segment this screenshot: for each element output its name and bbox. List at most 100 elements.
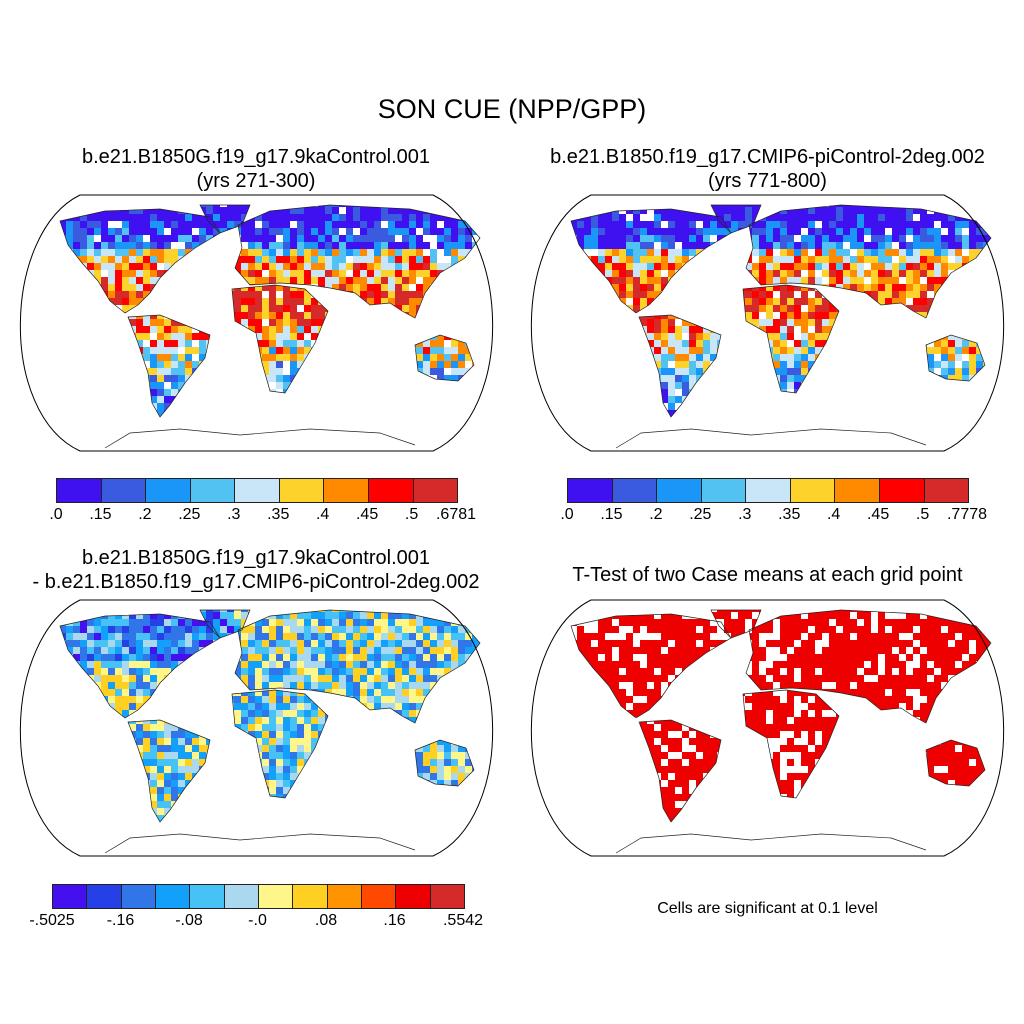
coastline-antarctica xyxy=(104,833,416,854)
colorbar-tick-label: -.16 xyxy=(106,912,135,929)
coastline-north-america xyxy=(59,208,221,314)
colorbar-swatch xyxy=(190,885,225,908)
colorbar-tick-label: .5542 xyxy=(442,912,484,929)
colorbar-swatch xyxy=(224,885,259,908)
map-panel-ttest xyxy=(530,599,1005,857)
colorbar-swatch xyxy=(327,885,362,908)
colorbar-tick-label: .25 xyxy=(178,506,201,523)
colorbar-swatch xyxy=(835,479,880,502)
colorbar-swatch xyxy=(57,479,102,502)
coastline-antarctica xyxy=(615,833,927,854)
colorbar-tick-label: .5 xyxy=(404,506,419,523)
grid-cells xyxy=(571,205,991,417)
colorbar-swatch xyxy=(430,885,464,908)
coastline-africa xyxy=(742,689,840,799)
coastline-north-america xyxy=(59,613,221,719)
colorbar-tick-label: .35 xyxy=(267,506,290,523)
panel-1-case: b.e21.B1850G.f19_g17.9kaControl.001 xyxy=(81,146,431,168)
colorbar-tick-label: .15 xyxy=(89,506,112,523)
coastline-australia xyxy=(414,739,475,787)
colorbar-tick-label: .4 xyxy=(315,506,330,523)
colorbar-swatch xyxy=(879,479,925,502)
colorbar-tick-label: .0 xyxy=(49,506,63,523)
colorbar-tick-label: .08 xyxy=(314,912,338,929)
coastline-greenland xyxy=(710,609,762,639)
colorbar-case2 xyxy=(567,478,969,503)
colorbar-swatch xyxy=(190,479,236,502)
colorbar-swatch xyxy=(924,479,969,502)
coastline-africa xyxy=(742,284,840,394)
coastline-eurasia xyxy=(745,609,992,724)
coastline-greenland xyxy=(199,609,251,639)
significance-note: Cells are significant at 0.1 level xyxy=(657,900,878,917)
coastline-antarctica xyxy=(104,428,416,449)
coastline-south-america xyxy=(127,719,211,823)
map-border xyxy=(530,194,1005,452)
colorbar-tick-label: .2 xyxy=(138,506,152,523)
panel-1-title: b.e21.B1850G.f19_g17.9kaControl.001 (yrs… xyxy=(10,145,502,193)
coastline-africa xyxy=(231,284,329,394)
colorbar-case1 xyxy=(56,478,458,503)
colorbar-swatch xyxy=(101,479,147,502)
colorbar-tick-label: .15 xyxy=(600,506,623,523)
colorbar-tick-label: .6781 xyxy=(435,506,477,523)
colorbar-tick-label: .5 xyxy=(915,506,930,523)
coastline-north-america xyxy=(570,208,732,314)
coastline-greenland xyxy=(199,204,251,234)
colorbar-swatch xyxy=(701,479,747,502)
panel-1-years: (yrs 271-300) xyxy=(196,170,316,192)
coastline-eurasia xyxy=(234,609,481,724)
coastline-greenland xyxy=(710,204,762,234)
coastline-antarctica xyxy=(615,428,927,449)
coastline-eurasia xyxy=(234,204,481,319)
colorbar-tick-label: .3 xyxy=(227,506,241,523)
colorbar-swatch xyxy=(361,885,397,908)
colorbar-swatch xyxy=(235,479,280,502)
panel-2-case: b.e21.B1850.f19_g17.CMIP6-piControl-2deg… xyxy=(550,146,985,168)
coastline-australia xyxy=(925,334,986,382)
panel-2-years: (yrs 771-800) xyxy=(708,170,827,192)
colorbar-tick-label: .35 xyxy=(778,506,801,523)
grid-cells xyxy=(571,610,991,822)
figure-title: SON CUE (NPP/GPP) xyxy=(377,94,647,124)
map-border xyxy=(530,599,1005,857)
colorbar-swatch xyxy=(657,479,702,502)
colorbar-swatch xyxy=(790,479,836,502)
colorbar-tick-label: .16 xyxy=(383,912,406,929)
colorbar-swatch xyxy=(396,885,431,908)
colorbar-swatch xyxy=(87,885,122,908)
coastline-africa xyxy=(231,689,329,799)
panel-3-title: b.e21.B1850G.f19_g17.9kaControl.001 - b.… xyxy=(10,546,502,594)
colorbar-swatch xyxy=(568,479,613,502)
colorbar-swatch xyxy=(146,479,191,502)
colorbar-swatch xyxy=(746,479,791,502)
map-panel-difference xyxy=(19,599,494,857)
map-border xyxy=(19,599,494,857)
colorbar-tick-label: -.0 xyxy=(248,912,267,929)
colorbar-tick-label: .45 xyxy=(866,506,890,523)
panel-2-title: b.e21.B1850.f19_g17.CMIP6-piControl-2deg… xyxy=(521,145,1014,193)
colorbar-tick-label: .45 xyxy=(355,506,379,523)
colorbar-swatch xyxy=(279,479,325,502)
coastline-south-america xyxy=(638,719,722,823)
grid-cells xyxy=(60,610,480,822)
grid-cells xyxy=(60,205,480,417)
colorbar-tick-label: .7778 xyxy=(946,506,988,523)
colorbar-swatch xyxy=(293,885,328,908)
coastline-australia xyxy=(925,739,986,787)
coastline-australia xyxy=(414,334,475,382)
coastline-north-america xyxy=(570,613,732,719)
colorbar-swatch xyxy=(368,479,414,502)
coastline-south-america xyxy=(638,314,722,418)
colorbar-swatch xyxy=(612,479,658,502)
colorbar-swatch xyxy=(53,885,88,908)
colorbar-tick-label: .3 xyxy=(738,506,752,523)
colorbar-tick-label: -.08 xyxy=(175,912,203,929)
coastline-south-america xyxy=(127,314,211,418)
map-panel-case2 xyxy=(530,194,1005,452)
map-panel-case1 xyxy=(19,194,494,452)
coastline-eurasia xyxy=(745,204,992,319)
colorbar-swatch xyxy=(155,885,191,908)
colorbar-swatch xyxy=(413,479,458,502)
colorbar-tick-label: .4 xyxy=(826,506,841,523)
